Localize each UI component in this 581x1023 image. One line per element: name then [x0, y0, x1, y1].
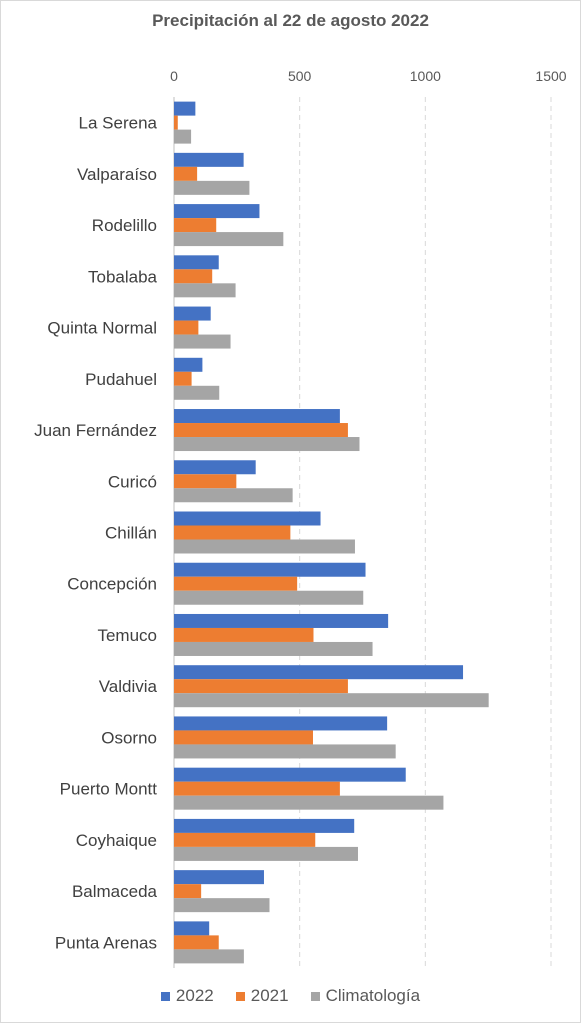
legend-label: 2021: [250, 986, 289, 1005]
legend-item-2021: 2021: [235, 986, 289, 1006]
bar: [174, 488, 293, 503]
bar: [174, 870, 264, 885]
bar: [174, 590, 364, 605]
legend-label: Climatología: [325, 986, 421, 1005]
bar: [174, 898, 270, 913]
bar: [174, 115, 178, 130]
x-tick-label: 1500: [535, 68, 566, 84]
bar: [174, 613, 389, 628]
category-label: Rodelillo: [92, 216, 157, 235]
x-tick-label: 0: [170, 68, 178, 84]
bar: [174, 576, 298, 591]
category-label: Concepción: [67, 575, 157, 594]
chart-title: Precipitación al 22 de agosto 2022: [152, 11, 429, 30]
bar: [174, 921, 210, 936]
legend-label: 2022: [175, 986, 214, 1005]
category-label: Temuco: [97, 626, 157, 645]
bar: [174, 101, 196, 116]
category-label: Osorno: [101, 728, 157, 747]
category-label: Curicó: [108, 472, 157, 491]
bar: [174, 255, 219, 270]
legend-swatch: [160, 991, 170, 1001]
bar: [174, 846, 358, 861]
bar: [174, 525, 291, 540]
bar: [174, 180, 250, 195]
bars: [174, 101, 489, 964]
bar: [174, 269, 213, 284]
category-label: Quinta Normal: [47, 319, 157, 338]
bar: [174, 437, 360, 452]
bar: [174, 129, 192, 144]
category-label: Punta Arenas: [55, 933, 157, 952]
legend: 2022 2021 Climatología: [0, 986, 581, 1006]
bar: [174, 218, 217, 233]
bar: [174, 334, 231, 349]
bar: [174, 511, 321, 526]
bar: [174, 562, 366, 577]
category-label: Puerto Montt: [60, 780, 158, 799]
bar: [174, 409, 340, 424]
category-label: Valparaíso: [77, 165, 157, 184]
bar: [174, 152, 244, 167]
legend-item-climatologia: Climatología: [310, 986, 421, 1006]
category-labels: La Serena Valparaíso Rodelillo Tobalaba Quin…: [34, 114, 157, 953]
bar: [174, 166, 198, 181]
category-label: Tobalaba: [88, 267, 158, 286]
category-label: La Serena: [79, 114, 158, 133]
bar: [174, 949, 244, 964]
category-label: Valdivia: [99, 677, 158, 696]
category-label: Pudahuel: [85, 370, 157, 389]
bar: [174, 744, 396, 759]
bar: [174, 320, 199, 335]
bar: [174, 306, 211, 321]
bar: [174, 371, 192, 386]
bar: [174, 232, 284, 247]
bar: [174, 832, 316, 847]
bar: [174, 818, 355, 833]
bar: [174, 423, 348, 438]
bar: [174, 665, 464, 680]
bar: [174, 460, 256, 475]
bar: [174, 679, 348, 694]
bar: [174, 730, 313, 745]
legend-item-2022: 2022: [160, 986, 214, 1006]
bar: [174, 474, 237, 489]
gridlines: [299, 97, 552, 968]
bar: [174, 204, 260, 219]
x-axis-ticks: 0 500 1000 1500: [170, 68, 567, 84]
category-label: Coyhaique: [76, 831, 157, 850]
bar: [174, 767, 406, 782]
bar: [174, 641, 373, 656]
bar: [174, 795, 444, 810]
x-tick-label: 1000: [410, 68, 441, 84]
bar: [174, 539, 355, 554]
legend-swatch: [235, 991, 245, 1001]
category-label: Chillán: [105, 524, 157, 543]
bar: [174, 884, 202, 899]
bar: [174, 935, 219, 950]
bar: [174, 283, 236, 298]
bar: [174, 716, 388, 731]
x-tick-label: 500: [288, 68, 312, 84]
bar: [174, 627, 314, 642]
bar: [174, 781, 340, 796]
bar: [174, 357, 203, 372]
bar: [174, 693, 489, 708]
bar: [174, 385, 220, 400]
category-label: Balmaceda: [72, 882, 158, 901]
legend-swatch: [310, 991, 320, 1001]
category-label: Juan Fernández: [34, 421, 157, 440]
